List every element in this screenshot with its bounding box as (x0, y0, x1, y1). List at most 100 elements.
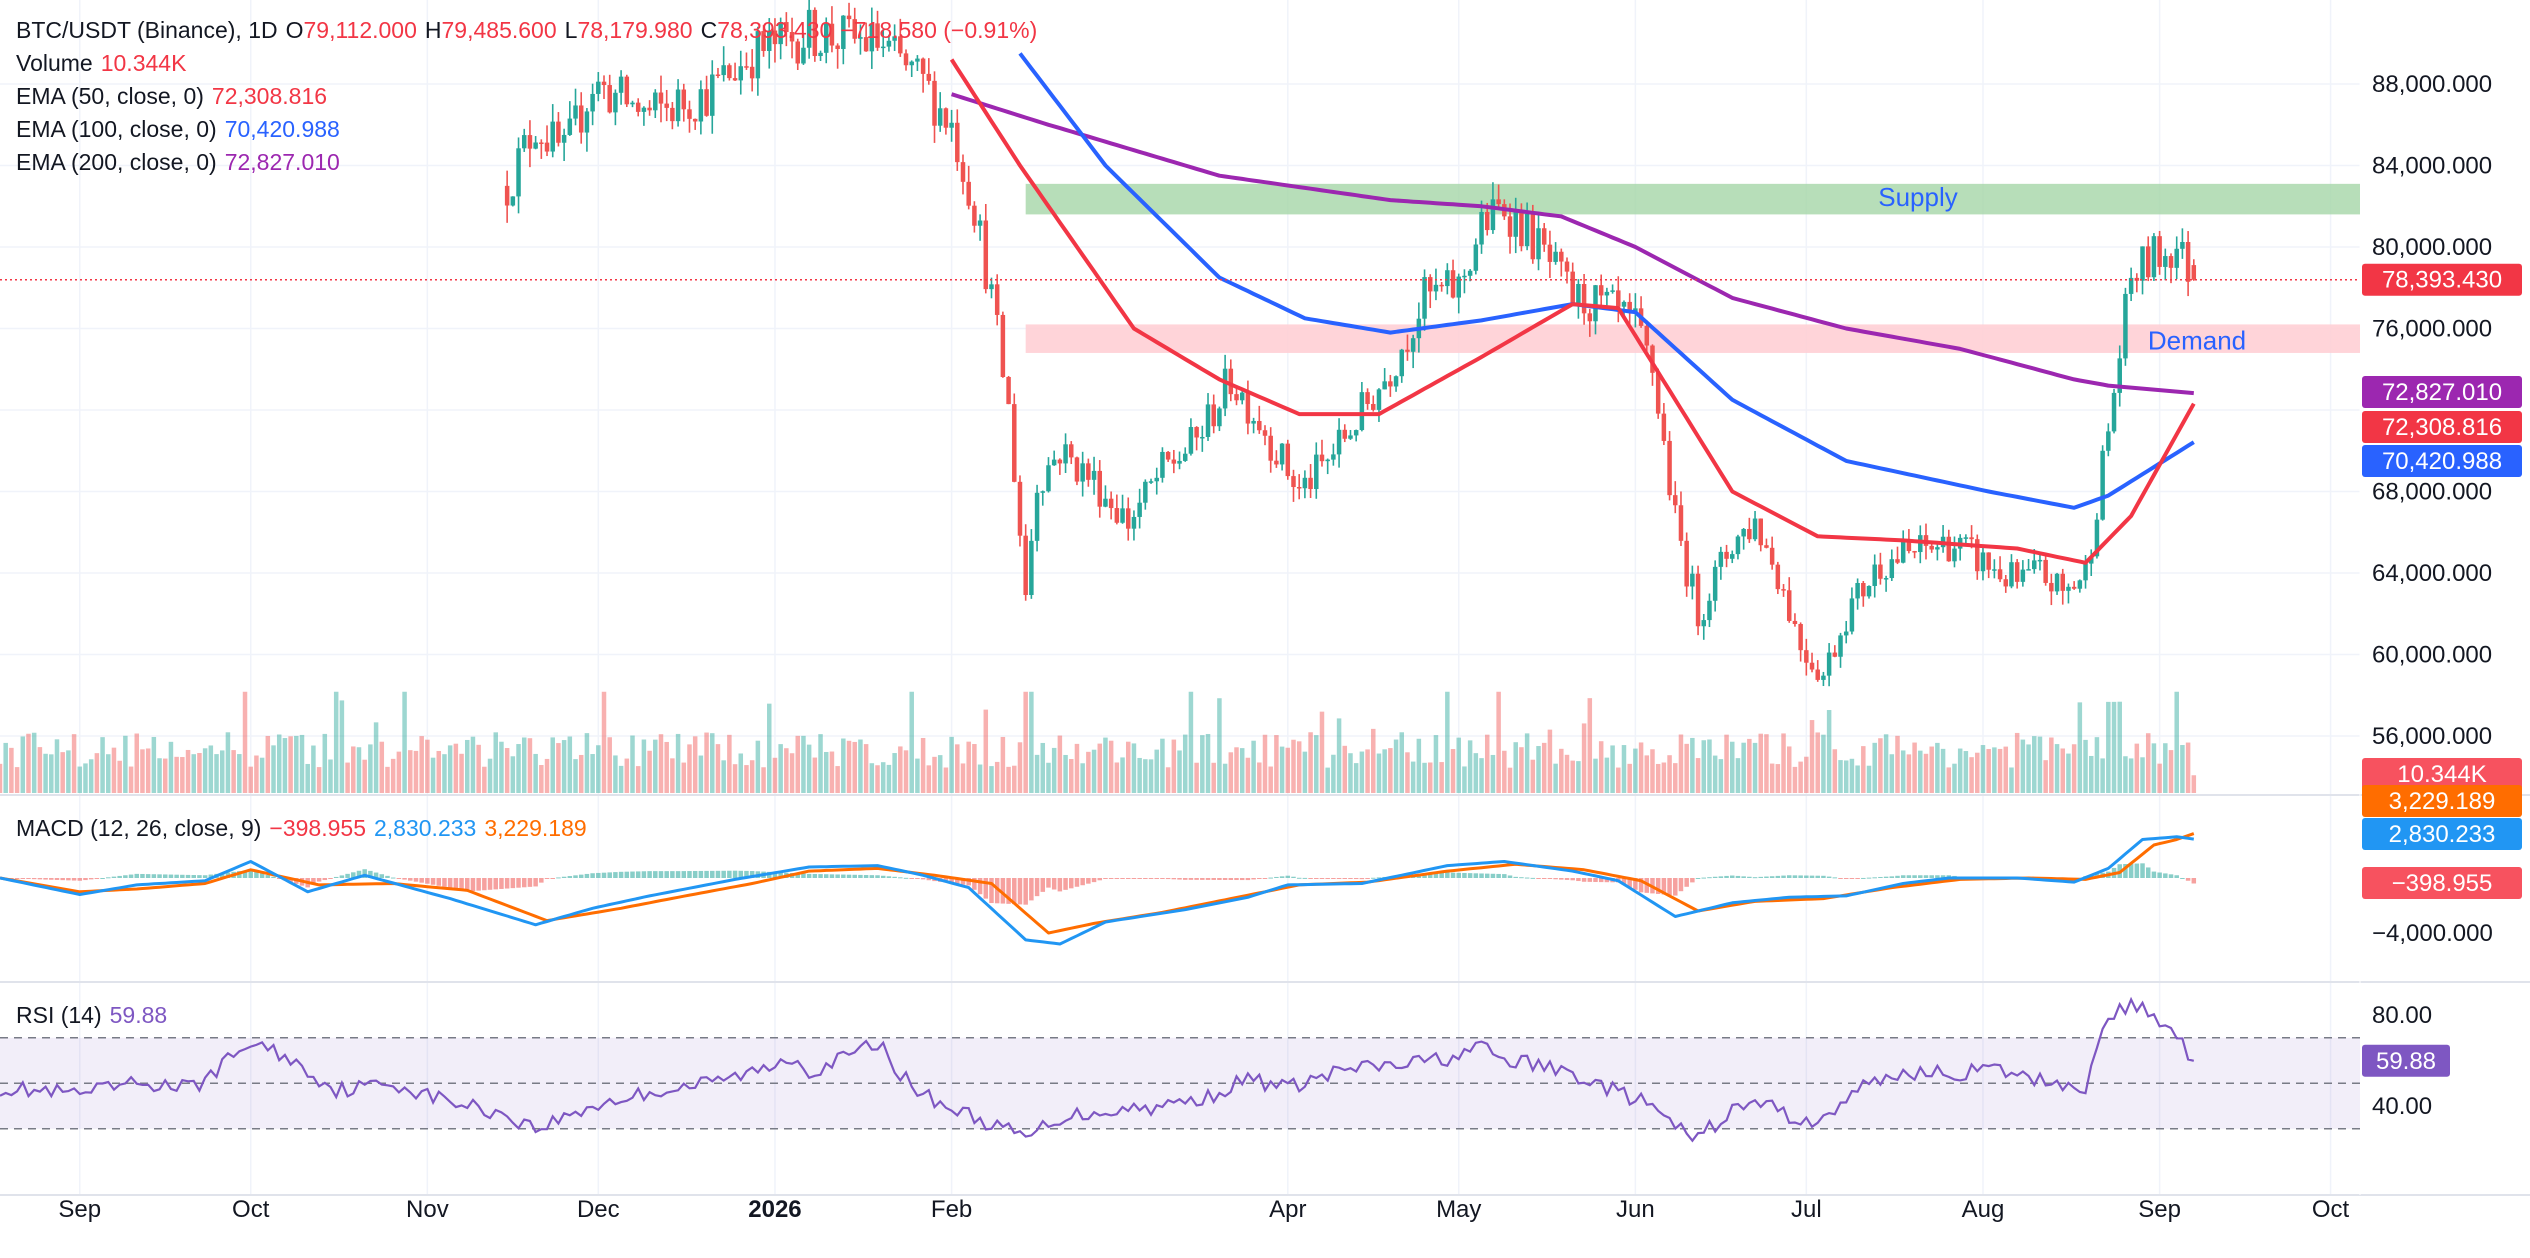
volume-bar (1866, 765, 1872, 793)
volume-bar (1388, 748, 1393, 793)
volume-bar (1171, 739, 1177, 793)
volume-bar (368, 744, 373, 793)
legend-volume-row[interactable]: Volume 10.344K (16, 47, 1045, 80)
volume-bar (157, 758, 162, 793)
macd-hist-bar (1889, 876, 1895, 878)
macd-hist-bar (1177, 878, 1182, 880)
candle-body (533, 142, 538, 149)
volume-bar (362, 759, 367, 793)
candle-body (767, 30, 772, 51)
candle-body (1997, 569, 2003, 580)
volume-bar (77, 766, 83, 793)
candle-body (1222, 368, 1228, 409)
macd-hist-bar (1473, 873, 1479, 878)
macd-hist-bar (1741, 876, 1746, 878)
macd-hist-bar (550, 878, 555, 879)
legend-macd[interactable]: MACD (12, 26, close, 9) −398.955 2,830.233… (16, 812, 595, 845)
volume-bar (1786, 746, 1792, 793)
macd-hist-bar (1912, 875, 1917, 878)
macd-hist-bar (1906, 875, 1912, 878)
time-axis-label: Feb (931, 1196, 972, 1223)
candle-body (1034, 492, 1040, 541)
volume-bar (2117, 701, 2122, 793)
macd-hist-bar (2174, 875, 2179, 878)
volume-bar (1006, 766, 1011, 793)
candle-body (823, 23, 829, 53)
candle-body (675, 89, 681, 122)
legend-rsi[interactable]: RSI (14) 59.88 (16, 999, 175, 1032)
legend-ema200-row[interactable]: EMA (200, close, 0) 72,827.010 (16, 146, 1045, 179)
macd-hist-bar (578, 874, 584, 878)
candle-body (658, 92, 664, 104)
volume-bar (1598, 741, 1604, 793)
price-axis-label: 68,000.000 (2372, 479, 2492, 506)
macd-hist-bar (1325, 878, 1330, 879)
candle-body (1952, 548, 1957, 562)
volume-bar (390, 758, 396, 793)
macd-hist-bar (1832, 877, 1838, 879)
candle-body (1969, 537, 1974, 540)
candle-body (1667, 440, 1672, 496)
symbol-title[interactable]: BTC/USDT (Binance), 1D (16, 17, 278, 43)
macd-hist-bar (1000, 878, 1006, 904)
volume-bar (1843, 760, 1849, 793)
legend-ema100-row[interactable]: EMA (100, close, 0) 70,420.988 (16, 113, 1045, 146)
volume-bar (1120, 757, 1125, 793)
macd-hist-bar (402, 878, 407, 880)
macd-hist-bar (1234, 878, 1239, 881)
volume-bar (1450, 749, 1456, 793)
volume-bar (1131, 743, 1137, 793)
candle-body (1285, 443, 1291, 477)
volume-bar (168, 741, 174, 793)
volume-bar (2128, 758, 2134, 793)
macd-hist-bar (596, 872, 601, 878)
volume-bar (852, 741, 857, 793)
macd-hist-bar (1547, 878, 1553, 879)
volume-bar (0, 763, 3, 793)
candle-body (1815, 669, 1820, 680)
candle-body (1108, 498, 1114, 509)
macd-hist-bar (1205, 878, 1211, 880)
candle-body (1673, 495, 1678, 506)
candle-body (1798, 624, 1803, 651)
volume-bar (1336, 718, 1342, 793)
candle-body (539, 142, 544, 144)
macd-hist-bar (1228, 878, 1234, 880)
candle-body (1467, 270, 1473, 276)
volume-bar (1895, 735, 1900, 793)
volume-bar (812, 757, 818, 793)
macd-hist-bar (1336, 878, 1342, 879)
macd-hist-bar (1940, 875, 1946, 878)
macd-hist-bar (94, 878, 100, 879)
candle-body (561, 134, 567, 143)
volume-bar (983, 709, 989, 793)
macd-hist-bar (1821, 875, 1826, 878)
macd-hist-bar (134, 873, 140, 878)
volume-bar (470, 736, 476, 793)
volume-bar (755, 740, 761, 793)
candle-body (1752, 518, 1758, 540)
volume-bar (1296, 741, 1302, 793)
rsi-value: 59.88 (109, 1002, 168, 1028)
macd-hist-bar (926, 878, 932, 881)
volume-bar (1012, 765, 1017, 793)
volume-bar (1724, 734, 1729, 793)
volume-bar (328, 759, 333, 793)
macd-hist-bar (1462, 872, 1467, 878)
volume-bar (1496, 691, 1501, 793)
volume-bar (219, 750, 225, 793)
macd-label: MACD (12, 26, close, 9) (16, 815, 262, 841)
volume-bar (1507, 767, 1513, 793)
candle-body (692, 118, 698, 122)
volume-bar (875, 765, 880, 793)
legend-ema50-row[interactable]: EMA (50, close, 0) 72,308.816 (16, 80, 1045, 113)
candle-body (1251, 420, 1256, 424)
volume-bar (1992, 747, 1997, 793)
volume-bar (237, 754, 242, 793)
macd-hist-bar (1143, 878, 1148, 879)
volume-bar (419, 736, 424, 793)
candle-body (1900, 541, 1906, 563)
volume-bar (191, 754, 196, 793)
